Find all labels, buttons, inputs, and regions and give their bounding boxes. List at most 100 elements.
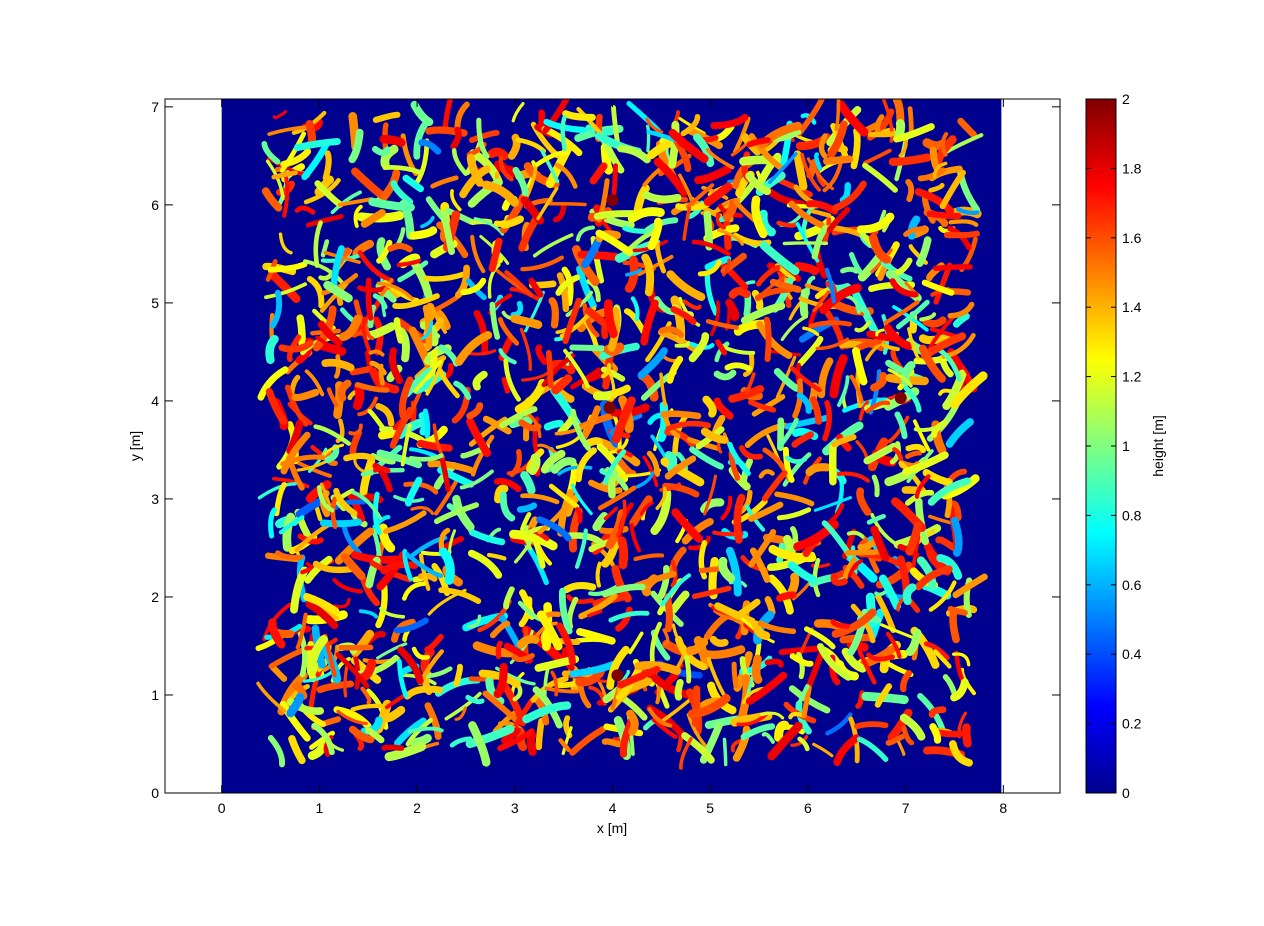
leaf-blade xyxy=(297,533,324,545)
leaf-blade xyxy=(534,150,569,167)
leaf-blade xyxy=(571,483,593,516)
leaf-blade xyxy=(272,110,288,119)
leaf-blade xyxy=(681,732,715,764)
leaf-blade xyxy=(592,511,609,532)
leaf-blade xyxy=(304,369,325,397)
leaf-blade xyxy=(740,723,776,741)
leaf-blade xyxy=(682,206,692,241)
leaf-blade xyxy=(774,720,790,742)
leaf-blade xyxy=(378,523,396,553)
leaf-blade xyxy=(944,494,953,519)
leaf-blade xyxy=(662,628,670,646)
leaf-blade xyxy=(295,612,308,650)
leaf-blade xyxy=(465,694,485,705)
leaf-blade xyxy=(790,734,809,747)
leaf-blade xyxy=(891,257,913,277)
leaf-blade xyxy=(736,712,769,727)
leaf-blade xyxy=(857,252,884,282)
leaf-blade xyxy=(682,299,702,311)
leaf-blade xyxy=(647,217,663,251)
leaf-blade xyxy=(332,577,364,594)
leaf-blade xyxy=(800,152,821,192)
leaf-blade xyxy=(862,162,898,193)
leaf-blade xyxy=(582,303,600,338)
leaf-blade xyxy=(537,443,558,455)
leaf-blade xyxy=(570,408,591,451)
leaf-blade xyxy=(389,406,414,449)
leaf-blade xyxy=(481,180,520,207)
leaf-blade xyxy=(622,225,649,235)
leaf-blade xyxy=(465,724,515,749)
leaf-blade xyxy=(497,728,535,752)
leaf-blade xyxy=(662,482,700,498)
leaf-blade xyxy=(714,123,735,142)
leaf-blade xyxy=(482,690,519,723)
leaf-blade xyxy=(655,684,662,705)
leaf-blade xyxy=(680,114,701,137)
leaf-blade xyxy=(842,556,857,581)
leaf-blade xyxy=(333,487,358,517)
leaf-blade xyxy=(383,510,427,535)
x-tick-label: 0 xyxy=(218,800,226,816)
leaf-blade xyxy=(606,645,630,690)
leaf-blade xyxy=(268,507,277,539)
leaf-blade xyxy=(605,509,627,550)
leaf-blade xyxy=(348,128,364,164)
leaf-blade xyxy=(837,375,850,407)
leaf-blade xyxy=(727,441,751,476)
leaf-blade xyxy=(694,165,732,185)
leaf-blade xyxy=(467,614,482,629)
leaf-blade xyxy=(284,384,309,427)
leaf-blade xyxy=(933,649,952,669)
leaf-blade xyxy=(761,470,788,502)
leaf-blade xyxy=(912,419,931,452)
leaf-blade xyxy=(551,374,573,395)
leaf-blade xyxy=(470,434,495,477)
leaf-blade xyxy=(422,304,433,350)
leaf-blade xyxy=(427,588,467,616)
leaf-blade xyxy=(902,583,917,606)
leaf-blade xyxy=(918,344,946,383)
leaf-blade xyxy=(418,553,431,591)
leaf-blade xyxy=(674,678,684,701)
leaf-blade xyxy=(272,476,310,489)
leaf-blade xyxy=(379,134,406,147)
leaf-blade xyxy=(797,335,824,367)
leaf-blade xyxy=(810,396,823,425)
leaf-blade xyxy=(339,314,362,342)
leaf-blade xyxy=(601,583,646,598)
leaf-blade xyxy=(348,725,375,744)
leaf-blade xyxy=(782,452,812,487)
leaf-blade xyxy=(764,658,784,668)
leaf-blade xyxy=(382,164,423,175)
x-tick-label: 8 xyxy=(999,800,1007,816)
leaf-blade xyxy=(697,259,722,277)
leaf-blade xyxy=(454,264,471,299)
leaf-blade xyxy=(513,697,535,728)
leaf-blade xyxy=(574,506,583,524)
leaf-blade xyxy=(767,574,794,615)
leaf-blade xyxy=(840,266,859,274)
leaf-blade xyxy=(444,691,482,721)
colorbar-tick-label: 0.6 xyxy=(1122,577,1142,593)
leaf-blade xyxy=(787,561,817,583)
leaf-blade xyxy=(940,131,949,157)
marker-point xyxy=(606,193,619,206)
leaf-blade xyxy=(445,207,474,225)
leaf-blade xyxy=(756,264,781,287)
leaf-blade xyxy=(417,572,438,582)
leaf-blade xyxy=(569,726,606,756)
leaf-blade xyxy=(947,605,968,616)
leaf-blade xyxy=(856,736,889,762)
leaf-blade xyxy=(595,229,634,256)
leaf-blade xyxy=(271,170,298,180)
leaf-blade xyxy=(903,385,922,413)
leaf-blade xyxy=(543,419,564,431)
leaf-blade xyxy=(294,205,316,215)
leaf-blade xyxy=(653,157,688,197)
leaf-blade xyxy=(296,314,306,350)
leaf-blade xyxy=(306,276,325,309)
leaf-blade xyxy=(365,556,381,589)
leaf-blade xyxy=(758,209,776,237)
leaf-blade xyxy=(520,493,560,505)
